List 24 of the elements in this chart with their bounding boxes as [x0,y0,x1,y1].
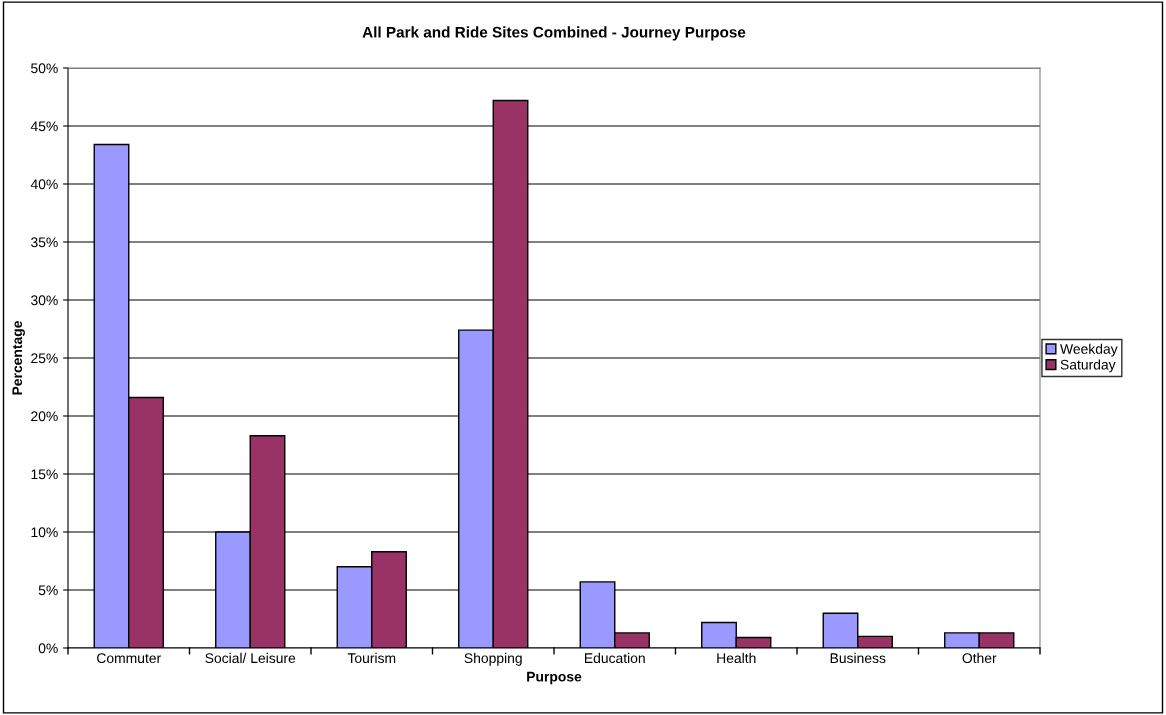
y-tick-label: 45% [30,121,58,132]
y-axis-title: Percentage [12,321,25,395]
y-tick-label: 40% [30,179,58,190]
y-tick-label: 0% [38,643,58,654]
legend-label: Weekday [1060,343,1118,357]
y-tick-label: 50% [31,63,58,74]
legend-label: Saturday [1060,359,1116,373]
y-tick-label: 35% [31,237,58,248]
x-tick-label: Other [962,652,997,664]
x-tick-label: Tourism [347,652,396,664]
x-axis-title: Purpose [527,671,582,685]
x-tick-label: Education [585,652,645,664]
y-tick-label: 30% [31,295,58,306]
y-tick-label: 20% [31,411,58,422]
chart-title: All Park and Ride Sites Combined - Journey Purpose [362,26,746,41]
x-tick-label: Commuter [97,653,161,664]
y-tick-label: 10% [31,527,58,538]
x-tick-label: Shopping [464,652,522,666]
x-tick-label: Business [830,652,886,664]
x-tick-label: Health [717,652,756,664]
y-tick-label: 15% [31,469,58,480]
x-tick-label: Social/ Leisure [205,652,296,664]
y-tick-label: 25% [31,353,58,364]
y-tick-label: 5% [38,585,58,596]
